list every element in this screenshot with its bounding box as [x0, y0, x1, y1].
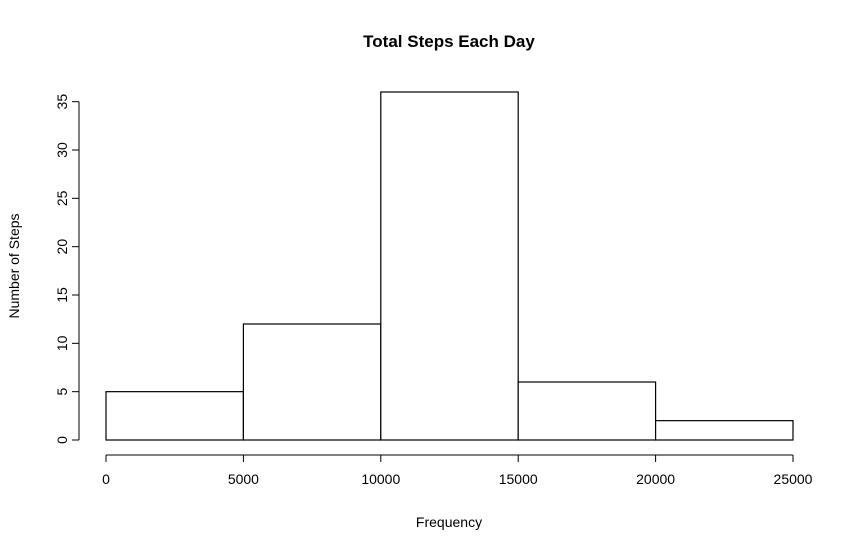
y-tick-label-5: 25 [54, 190, 70, 206]
histogram-bar-2 [380, 91, 519, 441]
x-tick-label-0: 0 [102, 471, 110, 487]
y-tick-label-7: 35 [54, 94, 70, 110]
y-axis: 0 5 10 15 20 25 30 35 [54, 94, 80, 444]
y-tick-label-2: 10 [54, 335, 70, 351]
x-tick-label-5: 25000 [774, 471, 813, 487]
y-tick-label-4: 20 [54, 239, 70, 255]
histogram-bar-1 [242, 323, 382, 441]
y-tick-label-0: 0 [54, 436, 70, 444]
y-axis-label: Number of Steps [6, 213, 22, 318]
histogram-bar-4 [654, 420, 794, 441]
histogram-bar-0 [105, 391, 244, 441]
x-tick-label-3: 15000 [499, 471, 538, 487]
chart-title: Total Steps Each Day [363, 32, 535, 51]
x-tick-label-1: 5000 [228, 471, 259, 487]
y-tick-label-3: 15 [54, 287, 70, 303]
x-tick-label-4: 20000 [636, 471, 675, 487]
histogram-bar-3 [517, 381, 657, 441]
x-tick-label-2: 10000 [361, 471, 400, 487]
bars-group [105, 91, 794, 441]
y-tick-label-1: 5 [54, 388, 70, 396]
y-tick-label-6: 30 [54, 142, 70, 158]
x-axis: 0 5000 10000 15000 20000 25000 [102, 454, 813, 487]
x-axis-label: Frequency [416, 514, 482, 530]
